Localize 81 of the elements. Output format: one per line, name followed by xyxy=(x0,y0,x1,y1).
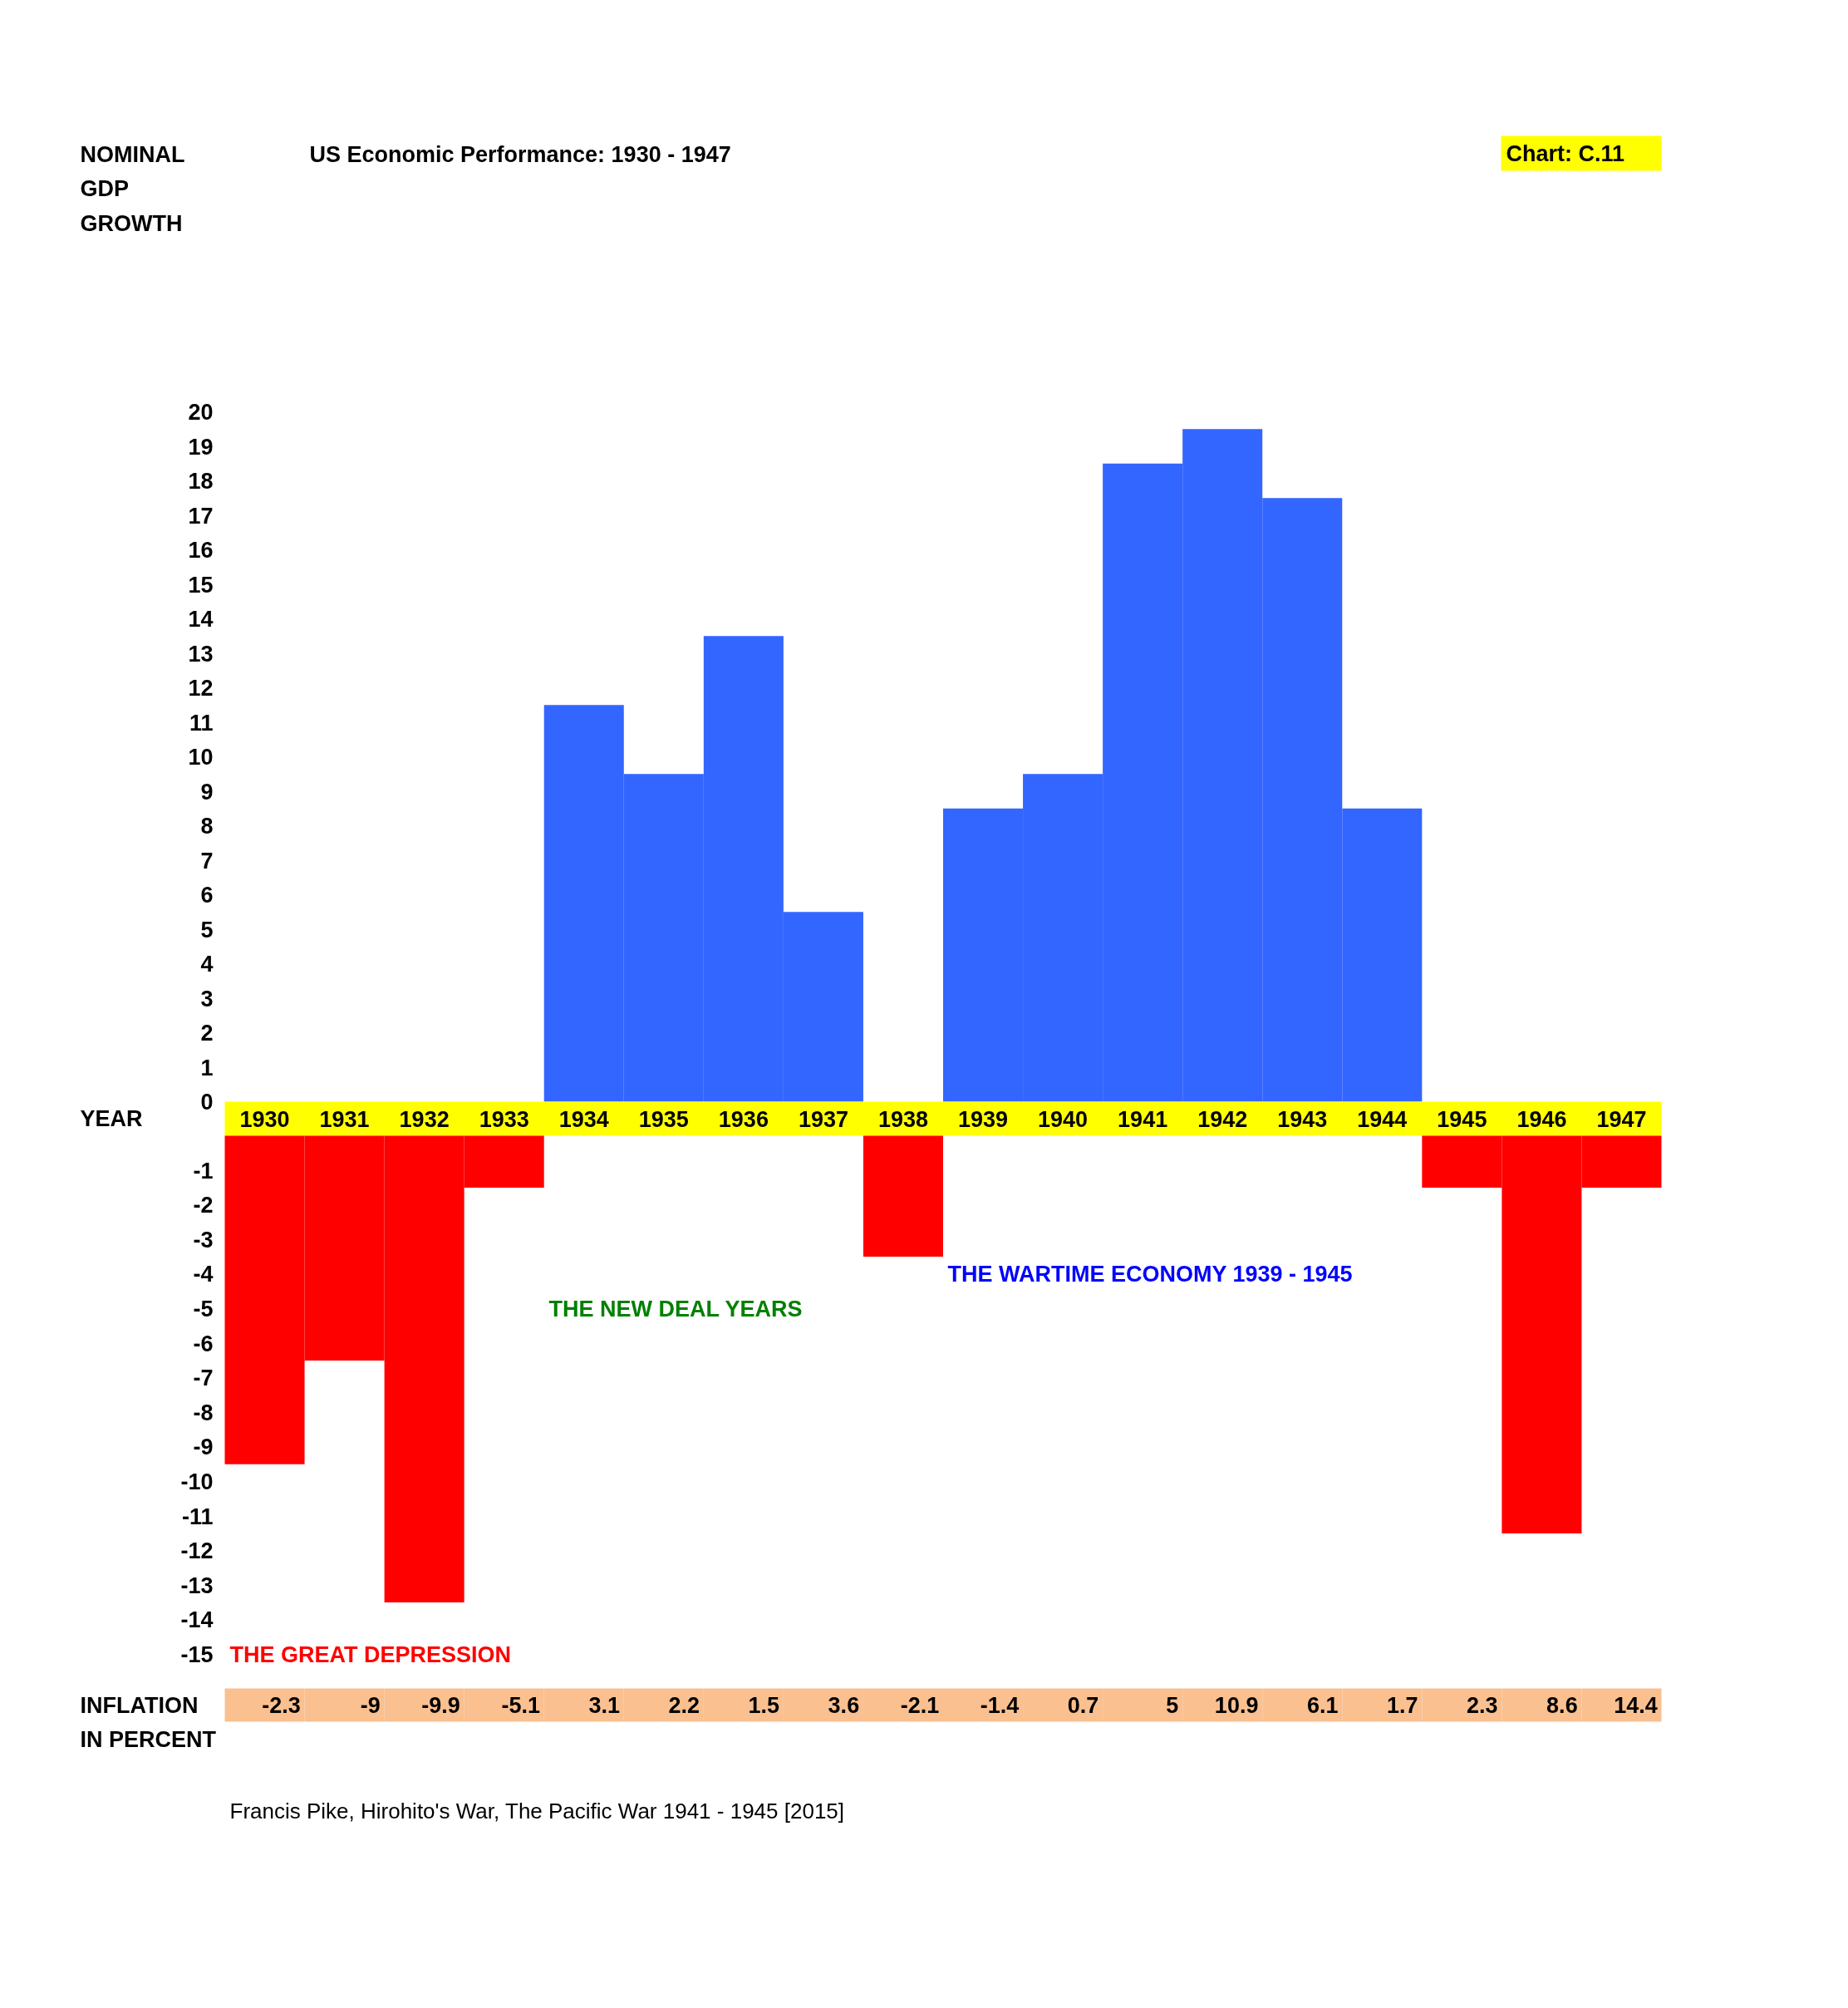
y-tick-label: -5 xyxy=(193,1297,214,1321)
x-tick-label: 1944 xyxy=(1357,1106,1408,1132)
data-label: 10.9 xyxy=(1214,1693,1259,1718)
x-tick-label: 1947 xyxy=(1596,1106,1647,1132)
y-tick-label: 15 xyxy=(188,572,214,598)
y-tick-label: 9 xyxy=(200,779,214,805)
data-label: 3.6 xyxy=(828,1693,860,1718)
y-tick-label: -14 xyxy=(180,1607,214,1633)
y-tick-label: 12 xyxy=(188,676,214,701)
x-tick-label: 1938 xyxy=(877,1106,929,1132)
y-tick-label: 11 xyxy=(189,710,214,736)
x-tick-label: 1931 xyxy=(319,1106,370,1132)
y-tick-label: -7 xyxy=(193,1366,214,1391)
data-label: 2.2 xyxy=(668,1693,700,1718)
y-tick-label: 8 xyxy=(200,814,214,839)
y-tick-label: -2 xyxy=(193,1193,214,1218)
data-label: 1.5 xyxy=(748,1693,780,1718)
y-tick-label: 1 xyxy=(200,1055,214,1080)
data-label: 1.7 xyxy=(1387,1693,1418,1718)
x-tick-label: 1939 xyxy=(958,1106,1009,1132)
y-tick-label: -10 xyxy=(180,1469,214,1494)
y-tick-label: 4 xyxy=(200,952,214,977)
y-tick-label: -8 xyxy=(193,1400,214,1425)
y-tick-label: -9 xyxy=(193,1435,214,1460)
x-tick-label: 1937 xyxy=(798,1106,848,1132)
y-tick-label: -15 xyxy=(180,1642,214,1667)
y-tick-label: 16 xyxy=(188,538,214,563)
x-tick-label: 1946 xyxy=(1516,1106,1567,1132)
x-tick-label: 1936 xyxy=(718,1106,769,1132)
y-tick-label: -1 xyxy=(193,1158,214,1184)
y-tick-label: 17 xyxy=(188,503,214,529)
y-tick-label: 2 xyxy=(200,1021,214,1046)
data-label: -2.3 xyxy=(262,1693,301,1718)
y-tick-label: 14 xyxy=(188,607,214,632)
y-tick-label: -6 xyxy=(193,1331,214,1356)
x-tick-label: 1942 xyxy=(1197,1106,1248,1132)
annotation: THE GREAT DEPRESSION xyxy=(229,1641,512,1667)
x-axis-title: YEAR xyxy=(80,1106,143,1131)
data-label: 3.1 xyxy=(588,1693,620,1718)
x-tick-label: 1941 xyxy=(1118,1106,1168,1132)
y-tick-label: -13 xyxy=(180,1572,214,1598)
x-tick-label: 1940 xyxy=(1038,1106,1089,1132)
x-tick-label: 1932 xyxy=(399,1106,450,1132)
x-tick-label: 1930 xyxy=(239,1106,290,1132)
y-tick-label: 13 xyxy=(188,641,214,667)
text: Francis Pike, Hirohito's War, The Pacific War 1941 - 1945 [2015] xyxy=(229,1798,845,1823)
x-tick-label: 1935 xyxy=(638,1106,689,1132)
data-label: 14.4 xyxy=(1614,1693,1658,1718)
y-axis-title: NOMINAL GDP GROWTH xyxy=(80,141,185,236)
data-label: -9 xyxy=(360,1693,381,1718)
y-tick-label: 20 xyxy=(188,400,214,425)
data-label: 0.7 xyxy=(1067,1693,1099,1718)
y-tick-label: -3 xyxy=(193,1227,214,1253)
text: Chart: C.11 xyxy=(1506,140,1625,166)
x-tick-label: 1933 xyxy=(479,1106,529,1132)
y-tick-label: -4 xyxy=(193,1262,214,1287)
y-tick-label: -11 xyxy=(181,1504,214,1529)
data-label: 2.3 xyxy=(1467,1693,1498,1718)
annotation: THE NEW DEAL YEARS xyxy=(548,1296,803,1321)
data-label: -5.1 xyxy=(501,1693,540,1718)
y-tick-label: -12 xyxy=(180,1538,214,1564)
y-tick-label: INFLATION IN PERCENT xyxy=(80,1692,217,1752)
data-label: -2.1 xyxy=(900,1693,940,1718)
chart-title: US Economic Performance: 1930 - 1947 xyxy=(309,141,731,167)
y-tick-label: 10 xyxy=(188,745,214,770)
data-label: 6.1 xyxy=(1306,1693,1339,1718)
data-label: -9.9 xyxy=(421,1693,460,1718)
x-tick-label: 1934 xyxy=(558,1106,609,1132)
data-label: 5 xyxy=(1166,1693,1179,1718)
x-tick-label: 1943 xyxy=(1277,1106,1328,1132)
y-tick-label: 7 xyxy=(200,848,214,874)
y-tick-label: 6 xyxy=(200,883,214,908)
y-tick-label: 19 xyxy=(188,434,214,460)
y-tick-label: 5 xyxy=(200,917,214,942)
x-tick-label: 1945 xyxy=(1437,1106,1487,1132)
y-tick-label: 0 xyxy=(200,1090,214,1115)
y-tick-label: 18 xyxy=(188,469,214,494)
annotation: THE WARTIME ECONOMY 1939 - 1945 xyxy=(947,1261,1353,1287)
data-label: 8.6 xyxy=(1546,1693,1578,1718)
data-label: -1.4 xyxy=(980,1693,1020,1718)
y-tick-label: 3 xyxy=(200,986,214,1011)
